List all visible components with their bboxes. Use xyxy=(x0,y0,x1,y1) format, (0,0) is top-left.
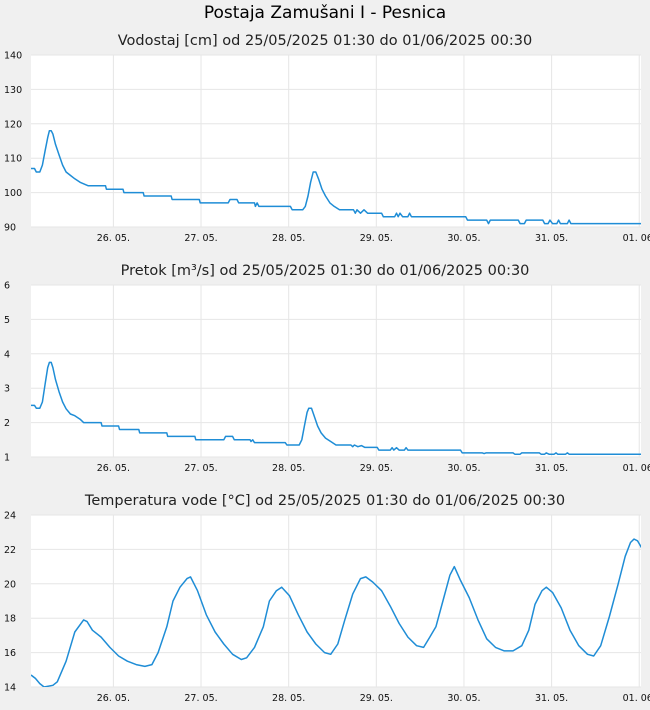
y-tick-label: 100 xyxy=(4,188,22,199)
x-tick-label: 27. 05. xyxy=(184,693,217,704)
y-tick-label: 20 xyxy=(4,579,16,590)
x-tick-label: 31. 05. xyxy=(535,463,568,474)
x-tick-label: 01. 06. xyxy=(623,233,650,244)
x-tick-label: 30. 05. xyxy=(447,693,480,704)
chart-title: Temperatura vode [°C] od 25/05/2025 01:3… xyxy=(84,493,565,509)
y-tick-label: 6 xyxy=(4,281,10,292)
y-tick-label: 2 xyxy=(4,418,10,429)
x-tick-label: 26. 05. xyxy=(97,233,130,244)
y-tick-label: 4 xyxy=(4,349,10,360)
y-tick-label: 22 xyxy=(4,545,16,556)
chart-water-temperature: Temperatura vode [°C] od 25/05/2025 01:3… xyxy=(4,493,650,704)
x-tick-label: 30. 05. xyxy=(447,463,480,474)
x-tick-label: 27. 05. xyxy=(184,463,217,474)
y-tick-label: 120 xyxy=(4,119,22,130)
y-tick-label: 140 xyxy=(4,51,22,62)
chart-title: Pretok [m³/s] od 25/05/2025 01:30 do 01/… xyxy=(121,263,530,279)
chart-title: Vodostaj [cm] od 25/05/2025 01:30 do 01/… xyxy=(118,33,532,49)
x-tick-label: 28. 05. xyxy=(272,233,305,244)
x-tick-label: 26. 05. xyxy=(97,463,130,474)
plot-area xyxy=(31,515,641,687)
x-tick-label: 28. 05. xyxy=(272,463,305,474)
y-tick-label: 130 xyxy=(4,85,22,96)
series-line xyxy=(31,129,641,225)
x-tick-label: 31. 05. xyxy=(535,233,568,244)
x-tick-label: 31. 05. xyxy=(535,693,568,704)
x-tick-label: 26. 05. xyxy=(97,693,130,704)
y-tick-label: 18 xyxy=(4,614,16,625)
x-tick-label: 29. 05. xyxy=(360,463,393,474)
y-tick-label: 1 xyxy=(4,453,10,464)
y-tick-label: 16 xyxy=(4,648,16,659)
chart-water-level: Vodostaj [cm] od 25/05/2025 01:30 do 01/… xyxy=(4,33,650,244)
y-tick-label: 110 xyxy=(4,154,22,165)
series-line xyxy=(31,538,641,687)
plot-area xyxy=(31,55,641,227)
y-tick-label: 5 xyxy=(4,315,10,326)
y-tick-label: 24 xyxy=(4,511,16,522)
plot-area xyxy=(31,285,641,457)
y-tick-label: 14 xyxy=(4,683,16,694)
y-tick-label: 3 xyxy=(4,384,10,395)
x-tick-label: 28. 05. xyxy=(272,693,305,704)
x-tick-label: 27. 05. xyxy=(184,233,217,244)
series-line xyxy=(31,361,641,455)
x-tick-label: 30. 05. xyxy=(447,233,480,244)
x-tick-label: 29. 05. xyxy=(360,233,393,244)
chart-discharge: Pretok [m³/s] od 25/05/2025 01:30 do 01/… xyxy=(4,263,650,474)
page-title: Postaja Zamušani I - Pesnica xyxy=(203,3,447,23)
x-tick-label: 01. 06. xyxy=(623,463,650,474)
x-tick-label: 01. 06. xyxy=(623,693,650,704)
x-tick-label: 29. 05. xyxy=(360,693,393,704)
y-tick-label: 90 xyxy=(4,223,16,234)
